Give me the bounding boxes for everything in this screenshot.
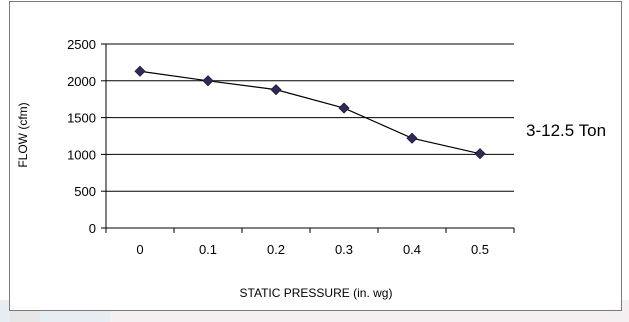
y-tick-label: 2500 xyxy=(67,37,96,52)
x-tick-label: 0.4 xyxy=(403,242,421,257)
series-label: 3-12.5 Ton xyxy=(526,121,607,140)
y-tick-label: 500 xyxy=(74,184,96,199)
x-tick-label: 0.3 xyxy=(335,242,353,257)
y-tick-label: 1000 xyxy=(67,147,96,162)
x-tick-label: 0.5 xyxy=(471,242,489,257)
x-tick-label: 0.2 xyxy=(267,242,285,257)
x-tick-labels: 0 0.1 0.2 0.3 0.4 0.5 xyxy=(136,242,489,257)
y-axis-title: FLOW (cfm) xyxy=(16,102,30,167)
series-markers xyxy=(134,65,486,160)
x-tick-label: 0 xyxy=(136,242,143,257)
data-point-marker xyxy=(474,148,486,160)
data-point-marker xyxy=(270,84,282,96)
data-point-marker xyxy=(202,75,214,87)
x-tick-label: 0.1 xyxy=(199,242,217,257)
axes xyxy=(101,43,515,233)
y-tick-label: 2000 xyxy=(67,74,96,89)
y-tick-labels: 0 500 1000 1500 2000 2500 xyxy=(67,37,96,236)
data-point-marker xyxy=(406,132,418,144)
y-tick-label: 0 xyxy=(89,221,96,236)
x-axis-title: STATIC PRESSURE (in. wg) xyxy=(240,286,393,300)
data-point-marker xyxy=(338,102,350,114)
series-polyline xyxy=(139,70,481,155)
data-point-marker xyxy=(134,65,146,77)
gridlines xyxy=(106,43,514,192)
y-tick-label: 1500 xyxy=(67,111,96,126)
chart-frame xyxy=(9,1,622,311)
series-line xyxy=(139,70,481,155)
